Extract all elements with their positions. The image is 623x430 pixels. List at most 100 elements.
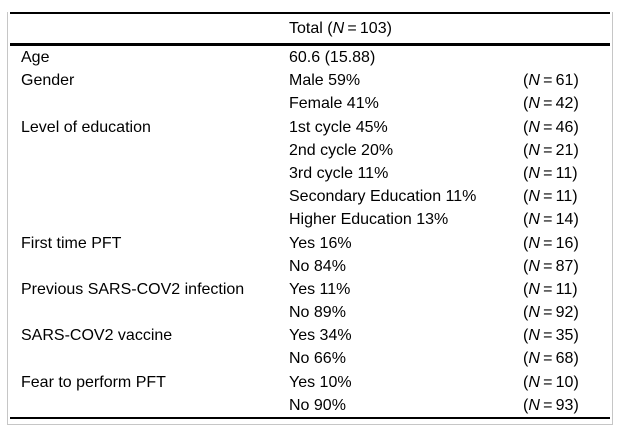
row-n-cell: (N = 35)	[523, 324, 612, 347]
row-label: Previous SARS-COV2 infection	[21, 280, 245, 298]
paren-open: (	[523, 118, 529, 136]
equals-sign: =	[539, 141, 556, 159]
row-label	[21, 92, 289, 115]
row-value: Male 59%	[289, 72, 361, 90]
row-n-cell: (N = 42)	[523, 92, 612, 115]
row-n-count: (N = 21)	[523, 142, 579, 159]
n-symbol: N	[528, 164, 540, 182]
table-row: No 89% (N = 92)	[8, 301, 612, 324]
paren-close: )	[573, 304, 579, 322]
n-symbol: N	[528, 280, 540, 298]
table-header-rule	[10, 43, 610, 46]
n-symbol: N	[528, 118, 540, 136]
row-value: Female 41%	[289, 95, 379, 113]
row-label: SARS-COV2 vaccine	[21, 327, 173, 345]
row-n-cell: (N = 93)	[523, 394, 612, 417]
row-n-cell: (N = 16)	[523, 232, 612, 255]
table-row: Secondary Education 11% (N = 11)	[8, 185, 612, 208]
row-n-count: (N = 11)	[523, 281, 578, 298]
n-symbol: N	[528, 72, 540, 90]
row-value: No 66%	[289, 350, 346, 368]
row-n-count: (N = 42)	[523, 95, 579, 112]
row-value: No 90%	[289, 396, 346, 414]
equals-sign: =	[539, 188, 556, 206]
paren-close: )	[573, 350, 579, 368]
row-label: First time PFT	[21, 234, 122, 252]
equals-sign: =	[539, 118, 556, 136]
equals-sign: =	[539, 211, 556, 229]
equals-sign: =	[539, 350, 556, 368]
equals-sign: =	[539, 396, 556, 414]
n-value: 14	[555, 211, 574, 229]
equals-sign: =	[539, 234, 556, 252]
table-row: Gender Male 59% (N = 61)	[8, 69, 612, 92]
n-value: 92	[555, 304, 574, 322]
paren-close: )	[386, 20, 392, 37]
n-value: 46	[555, 118, 574, 136]
row-n-count: (N = 92)	[523, 304, 579, 321]
equals-sign: =	[539, 280, 556, 298]
row-label	[21, 394, 289, 417]
paren-open: (	[523, 72, 529, 90]
row-n-cell: (N = 21)	[523, 139, 612, 162]
n-value: 87	[555, 257, 574, 275]
paren-open: (	[523, 141, 529, 159]
equals-sign: =	[539, 72, 556, 90]
n-value: 93	[555, 396, 574, 414]
row-n-cell: (N = 11)	[523, 185, 612, 208]
row-n-count: (N = 11)	[523, 188, 578, 205]
equals-sign: =	[539, 327, 556, 345]
paren-close: )	[573, 72, 579, 90]
paren-open: (	[523, 188, 529, 206]
n-symbol: N	[528, 304, 540, 322]
row-n-cell: (N = 11)	[523, 162, 612, 185]
paren-close: )	[573, 373, 579, 391]
table-row: No 90% (N = 93)	[8, 394, 612, 417]
table-row: First time PFT Yes 16% (N = 16)	[8, 232, 612, 255]
table-body: Age 60.6 (15.88) Gender Male 59% (N = 61) Fem…	[8, 46, 612, 417]
table-row: 2nd cycle 20% (N = 21)	[8, 139, 612, 162]
row-n-count: (N = 61)	[523, 72, 579, 89]
equals-sign: =	[539, 373, 556, 391]
row-label: Level of education	[21, 118, 151, 136]
row-value: Yes 34%	[289, 327, 352, 345]
paren-close: )	[573, 118, 579, 136]
row-label: Gender	[21, 72, 75, 90]
paren-close: )	[573, 257, 579, 275]
n-value: 11	[555, 280, 573, 298]
n-symbol: N	[528, 234, 540, 252]
paren-open: (	[327, 20, 333, 37]
summary-table: Total (N = 103) Age 60.6 (15.88) Gender Male…	[7, 12, 613, 425]
row-n-cell: (N = 14)	[523, 208, 612, 231]
n-value: 35	[555, 327, 574, 345]
n-value: 61	[555, 72, 574, 90]
paren-close: )	[572, 280, 578, 298]
table-row: 3rd cycle 11% (N = 11)	[8, 162, 612, 185]
row-value: Secondary Education 11%	[289, 188, 477, 206]
paren-open: (	[523, 234, 529, 252]
paren-close: )	[572, 164, 578, 182]
n-symbol: N	[528, 95, 540, 113]
header-n-cell	[523, 14, 612, 43]
n-symbol: N	[528, 211, 540, 229]
row-value: Yes 10%	[289, 373, 352, 391]
table-header-row: Total (N = 103)	[8, 14, 612, 43]
header-total-label: Total	[289, 20, 323, 37]
paren-open: (	[523, 373, 529, 391]
n-symbol: N	[528, 257, 540, 275]
equals-sign: =	[344, 20, 360, 37]
row-value: 1st cycle 45%	[289, 118, 388, 136]
row-n-count: (N = 35)	[523, 327, 579, 344]
equals-sign: =	[539, 95, 556, 113]
equals-sign: =	[539, 304, 556, 322]
paren-close: )	[573, 95, 579, 113]
row-value: Yes 16%	[289, 234, 352, 252]
n-value: 16	[555, 234, 574, 252]
paren-close: )	[573, 327, 579, 345]
row-label: Fear to perform PFT	[21, 373, 166, 391]
row-label	[21, 185, 289, 208]
row-value: Higher Education 13%	[289, 211, 449, 229]
n-value: 21	[555, 141, 574, 159]
table-row: Previous SARS-COV2 infection Yes 11% (N = …	[8, 278, 612, 301]
